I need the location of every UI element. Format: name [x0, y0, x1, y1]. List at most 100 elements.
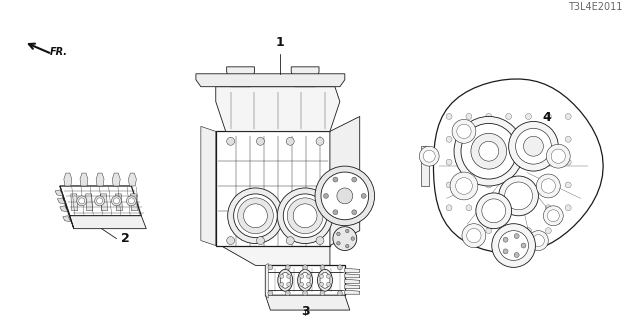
Circle shape: [541, 179, 556, 193]
Circle shape: [316, 137, 324, 145]
Circle shape: [287, 274, 291, 278]
Circle shape: [545, 228, 551, 234]
Circle shape: [565, 205, 571, 211]
Polygon shape: [421, 146, 429, 186]
Circle shape: [506, 228, 511, 234]
Ellipse shape: [278, 269, 292, 291]
Circle shape: [268, 265, 273, 270]
Polygon shape: [345, 279, 360, 283]
Circle shape: [565, 136, 571, 142]
Text: 4: 4: [542, 111, 551, 124]
Polygon shape: [196, 74, 345, 87]
Polygon shape: [266, 295, 350, 310]
Circle shape: [287, 198, 323, 234]
Circle shape: [503, 237, 508, 242]
Circle shape: [506, 182, 511, 188]
Circle shape: [320, 291, 325, 296]
Circle shape: [486, 159, 492, 165]
Polygon shape: [86, 194, 93, 211]
Circle shape: [499, 176, 538, 216]
Polygon shape: [131, 194, 138, 211]
Circle shape: [127, 196, 136, 206]
Circle shape: [509, 121, 558, 171]
Circle shape: [486, 182, 492, 188]
Ellipse shape: [320, 272, 330, 288]
Polygon shape: [330, 116, 360, 245]
Circle shape: [111, 196, 122, 206]
Circle shape: [525, 159, 531, 165]
Text: 2: 2: [122, 232, 130, 245]
Circle shape: [565, 114, 571, 119]
Circle shape: [457, 124, 471, 139]
Polygon shape: [60, 206, 68, 212]
Circle shape: [234, 194, 277, 237]
Polygon shape: [201, 126, 216, 245]
Text: FR.: FR.: [50, 47, 68, 57]
Polygon shape: [115, 194, 122, 211]
Circle shape: [532, 235, 545, 246]
Circle shape: [79, 198, 84, 204]
Circle shape: [268, 291, 273, 296]
Circle shape: [486, 114, 492, 119]
Circle shape: [482, 199, 506, 223]
Circle shape: [545, 114, 551, 119]
Circle shape: [446, 114, 452, 119]
Circle shape: [361, 193, 366, 198]
Circle shape: [486, 136, 492, 142]
Circle shape: [423, 150, 435, 162]
Polygon shape: [266, 263, 268, 298]
Circle shape: [285, 265, 290, 270]
Circle shape: [307, 282, 310, 286]
Circle shape: [286, 137, 294, 145]
Polygon shape: [216, 132, 330, 245]
Circle shape: [486, 205, 492, 211]
Circle shape: [95, 196, 104, 206]
Circle shape: [319, 274, 323, 278]
Circle shape: [307, 274, 310, 278]
Circle shape: [97, 198, 102, 204]
Circle shape: [492, 224, 536, 268]
Circle shape: [503, 249, 508, 254]
Circle shape: [228, 188, 284, 244]
Polygon shape: [63, 216, 70, 222]
Polygon shape: [345, 285, 360, 289]
Circle shape: [514, 252, 519, 258]
Circle shape: [499, 231, 529, 260]
Circle shape: [545, 182, 551, 188]
Circle shape: [333, 227, 356, 251]
Circle shape: [321, 172, 369, 220]
Circle shape: [303, 291, 308, 296]
Circle shape: [446, 159, 452, 165]
Circle shape: [337, 242, 340, 245]
Circle shape: [346, 244, 349, 248]
Circle shape: [516, 128, 551, 164]
Circle shape: [286, 236, 294, 244]
Circle shape: [323, 193, 328, 198]
Circle shape: [525, 205, 531, 211]
Text: T3L4E2011: T3L4E2011: [568, 2, 623, 12]
Polygon shape: [345, 274, 360, 278]
Circle shape: [551, 149, 565, 163]
Circle shape: [536, 174, 560, 198]
Circle shape: [466, 159, 472, 165]
Circle shape: [446, 182, 452, 188]
Circle shape: [333, 210, 338, 215]
Circle shape: [77, 196, 86, 206]
Circle shape: [326, 274, 330, 278]
Circle shape: [227, 137, 235, 145]
Circle shape: [466, 114, 472, 119]
Polygon shape: [227, 67, 255, 87]
Circle shape: [524, 136, 543, 156]
Circle shape: [454, 116, 524, 186]
Polygon shape: [266, 265, 345, 295]
Circle shape: [326, 282, 330, 286]
Circle shape: [446, 136, 452, 142]
Circle shape: [506, 114, 511, 119]
Circle shape: [337, 188, 353, 204]
Circle shape: [293, 204, 317, 228]
Circle shape: [129, 198, 134, 204]
Polygon shape: [58, 198, 65, 204]
Circle shape: [479, 141, 499, 161]
Circle shape: [506, 159, 511, 165]
Polygon shape: [345, 268, 360, 272]
